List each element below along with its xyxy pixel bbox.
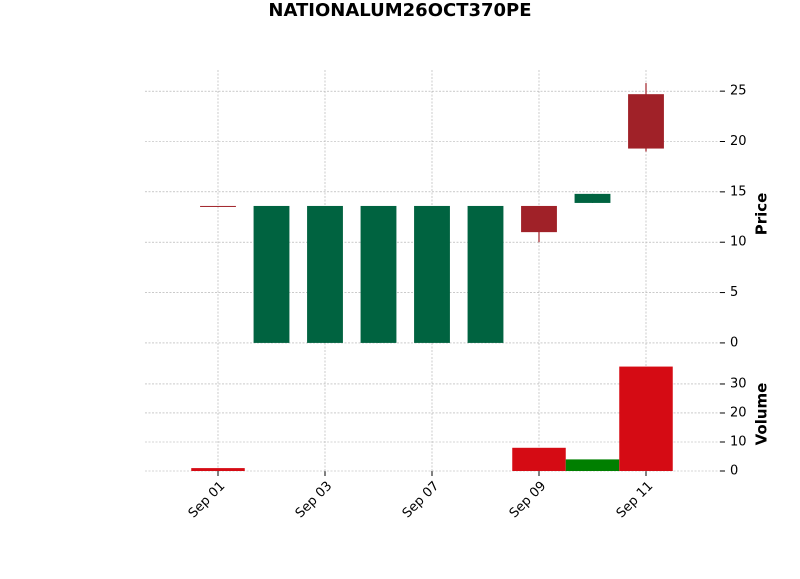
candle-body (521, 205, 557, 233)
y-tick-label: 10 (730, 434, 747, 449)
volume-bar (512, 447, 566, 471)
candle-body (200, 205, 236, 207)
x-tick-label: Sep 11 (614, 479, 657, 522)
volume-bar (191, 468, 245, 471)
chart-title: NATIONALUM26OCT370PE (268, 0, 531, 21)
x-tick-label: Sep 01 (186, 479, 229, 522)
volume-bar (619, 366, 673, 471)
y-tick-label: 15 (730, 184, 747, 199)
y-tick-label: 10 (730, 235, 747, 250)
y-tick-label: 0 (730, 464, 738, 479)
candle-body (574, 193, 611, 203)
candle-body (467, 205, 504, 343)
x-tick-label: Sep 07 (400, 479, 443, 522)
y-tick-label: 5 (730, 285, 738, 300)
volume-bar (565, 459, 620, 471)
candle-body (628, 94, 664, 149)
candle-body (414, 205, 450, 343)
y-tick-label: 20 (730, 134, 747, 149)
y-axis-label: Price (753, 193, 771, 236)
x-tick-label: Sep 09 (507, 479, 550, 522)
y-tick-label: 20 (730, 405, 747, 420)
candle-body (360, 205, 397, 343)
y-tick-label: 30 (730, 376, 747, 391)
y-tick-label: 0 (730, 335, 738, 350)
candle-body (253, 205, 290, 343)
candle-body (307, 205, 343, 343)
x-tick-label: Sep 03 (293, 479, 336, 522)
volume-axis-label: Volume (753, 383, 771, 446)
y-tick-label: 25 (730, 84, 747, 99)
